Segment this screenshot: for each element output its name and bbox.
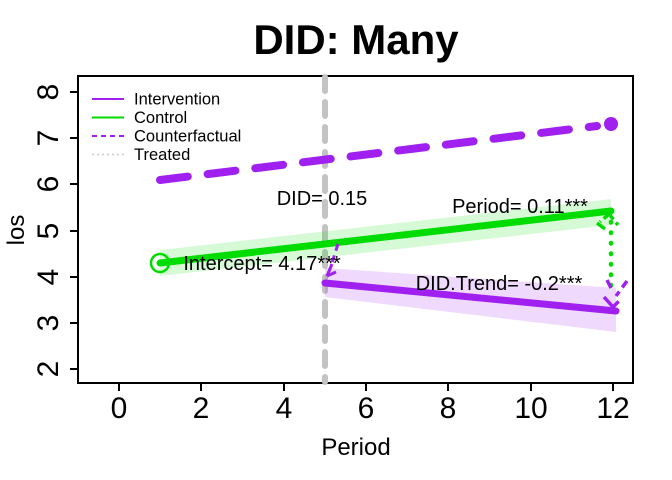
y-tick-8: 8: [32, 84, 65, 101]
annotation-intercept: Intercept= 4.17***: [183, 253, 341, 275]
annotation-period: Period= 0.11***: [452, 196, 588, 218]
x-tick-2: 2: [193, 392, 210, 425]
counterfactual-end-dot: [604, 117, 618, 131]
y-tick-7: 7: [32, 130, 65, 147]
y-axis-labels: 2 3 4 5 6 7 8: [32, 84, 65, 378]
x-tick-8: 8: [440, 392, 457, 425]
chart-title: DID: Many: [253, 16, 459, 63]
intervention-line: [321, 279, 620, 315]
x-tick-10: 10: [514, 392, 547, 425]
control-start-marker: [149, 252, 171, 274]
y-tick-4: 4: [32, 269, 65, 286]
control-gap-arrow: [595, 212, 620, 293]
legend: Intervention Control Counterfactual Trea…: [92, 91, 241, 164]
legend-label-treated: Treated: [134, 146, 190, 164]
legend-label-control: Control: [134, 109, 187, 127]
x-tick-4: 4: [276, 392, 293, 425]
annotation-did-trend: DID.Trend= -0.2***: [416, 273, 583, 295]
x-axis-labels: 0 2 4 6 8 10 12: [111, 392, 630, 425]
x-axis-title: Period: [321, 434, 390, 461]
intervention-gap-arrow: [602, 279, 629, 309]
y-axis-ticks: [70, 91, 78, 370]
y-tick-6: 6: [32, 176, 65, 193]
plot-border: [77, 75, 634, 384]
control-line: [156, 207, 615, 267]
did-jump-arrow: [325, 243, 340, 278]
y-tick-3: 3: [32, 315, 65, 332]
annotation-did: DID= 0.15: [277, 188, 368, 210]
annotations: DID= 0.15 Intercept= 4.17*** Period= 0.1…: [183, 188, 588, 295]
x-axis-ticks: [118, 383, 614, 391]
legend-label-intervention: Intervention: [134, 91, 220, 109]
x-tick-6: 6: [358, 392, 375, 425]
x-tick-12: 12: [596, 392, 629, 425]
counterfactual-line: [156, 122, 601, 184]
y-tick-5: 5: [32, 223, 65, 240]
y-axis-title: los: [3, 215, 30, 246]
x-tick-0: 0: [111, 392, 128, 425]
y-tick-2: 2: [32, 361, 65, 378]
legend-label-counterfactual: Counterfactual: [134, 128, 241, 146]
